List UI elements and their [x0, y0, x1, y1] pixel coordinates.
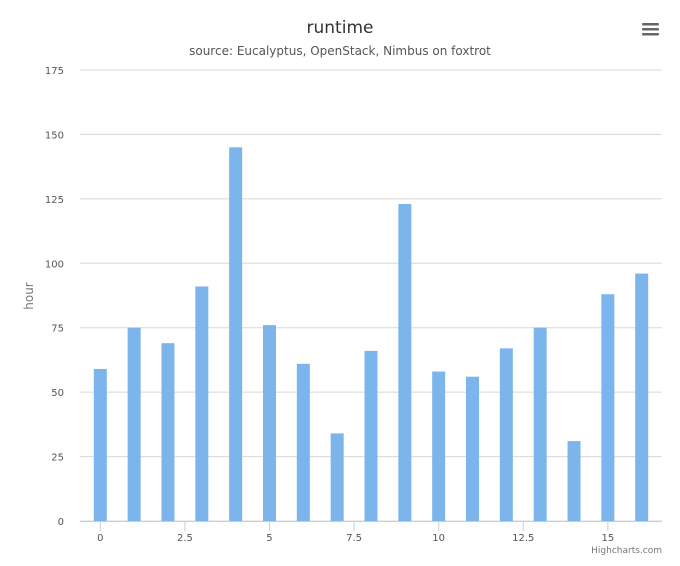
- bar[interactable]: [364, 350, 378, 521]
- y-tick-label: 175: [45, 66, 64, 77]
- bar[interactable]: [635, 273, 649, 521]
- x-tick-label: 12.5: [512, 533, 534, 544]
- bar[interactable]: [567, 441, 581, 521]
- y-tick-label: 50: [51, 388, 64, 399]
- y-axis: 0 25 50 75 100 125 150 175: [45, 66, 64, 528]
- bar[interactable]: [93, 368, 107, 521]
- x-tick-label: 15: [601, 533, 614, 544]
- bar-series[interactable]: [93, 147, 649, 522]
- bar[interactable]: [466, 376, 480, 521]
- y-tick-label: 0: [58, 517, 64, 528]
- y-axis-title: hour: [22, 282, 36, 310]
- bar[interactable]: [229, 147, 243, 522]
- bar[interactable]: [499, 348, 513, 521]
- y-tick-label: 125: [45, 195, 64, 206]
- bar[interactable]: [127, 327, 141, 521]
- bar[interactable]: [432, 371, 446, 521]
- bar[interactable]: [161, 343, 175, 521]
- x-tick-label: 10: [432, 533, 445, 544]
- y-tick-label: 25: [51, 453, 64, 464]
- y-tick-label: 150: [45, 130, 64, 141]
- chart-title: runtime: [307, 18, 374, 38]
- credits-link[interactable]: Highcharts.com: [591, 546, 662, 556]
- x-tick-label: 0: [97, 533, 103, 544]
- bar[interactable]: [398, 204, 412, 522]
- bar[interactable]: [195, 286, 209, 521]
- chart-subtitle: source: Eucalyptus, OpenStack, Nimbus on…: [189, 44, 491, 58]
- x-tick-label: 5: [266, 533, 272, 544]
- y-tick-label: 100: [45, 259, 64, 270]
- bar[interactable]: [533, 327, 547, 521]
- x-tick-label: 2.5: [177, 533, 193, 544]
- bar[interactable]: [601, 294, 615, 521]
- bar[interactable]: [262, 325, 276, 521]
- x-axis: 0 2.5 5 7.5 10 12.5 15: [80, 521, 662, 544]
- x-tick-label: 7.5: [346, 533, 362, 544]
- y-tick-label: 75: [51, 324, 64, 335]
- bar[interactable]: [296, 363, 310, 521]
- bar[interactable]: [330, 433, 344, 521]
- hamburger-menu-icon[interactable]: [642, 23, 659, 36]
